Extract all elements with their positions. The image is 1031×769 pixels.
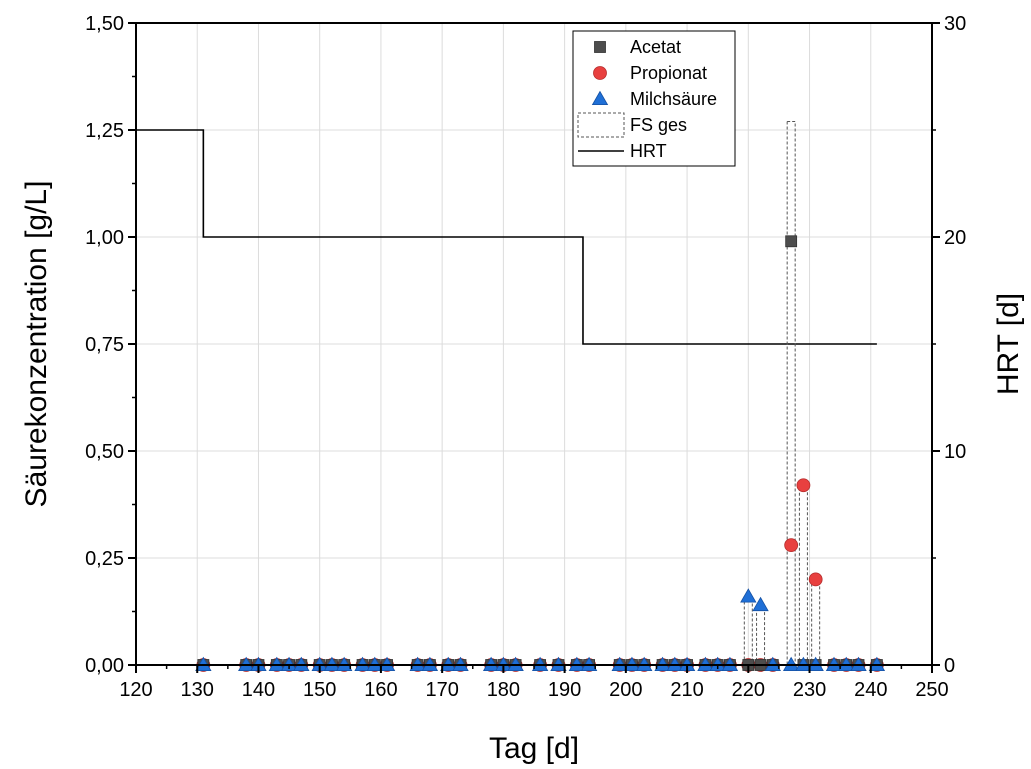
y2-tick-label: 10 [944,441,966,463]
legend-swatch-fs-ges [577,112,625,138]
x-tick-label: 140 [242,679,275,701]
legend-label: Propionat [630,63,707,83]
y-tick-label: 1,25 [85,120,124,142]
fs-ges-bar [786,120,796,666]
x-tick-label: 200 [609,679,642,701]
x-tick-label: 240 [854,679,887,701]
fs-ges-bar [798,484,808,666]
legend-label: HRT [630,141,667,161]
y-tick-label: 0,00 [85,655,124,677]
hrt-line [136,129,877,345]
data-points [195,235,886,672]
y-tick-label: 0,50 [85,441,124,463]
legend-swatch-square [594,41,606,53]
legend-label: Milchsäure [630,89,717,109]
hrt-series [136,129,877,345]
y2-tick-label: 30 [944,13,966,35]
x-tick-label: 220 [732,679,765,701]
x-tick-label: 190 [548,679,581,701]
x-tick-label: 160 [364,679,397,701]
x-tick-label: 210 [670,679,703,701]
legend-swatch-triangle [591,90,609,106]
legend-swatch-circle [593,66,607,80]
milchsaeure-point [740,588,757,603]
y-tick-label: 0,25 [85,548,124,570]
y2-axis-label: HRT [d] [992,293,1025,395]
acetat-point [785,235,798,248]
x-tick-label: 230 [793,679,826,701]
x-tick-labels: 120 130 140 150 160 170 180 190 200 210 220 230 240 2… [119,679,948,701]
x-tick-label: 250 [915,679,948,701]
propionat-point [784,538,799,553]
tick-marks [128,22,940,673]
y-tick-label: 0,75 [85,334,124,356]
legend: Acetat Propionat Milchsäure FS ges HRT [572,30,736,167]
propionat-point [808,572,823,587]
fs-ges-bar [811,578,821,666]
propionat-point [796,478,811,493]
x-tick-label: 130 [181,679,214,701]
x-axis-label: Tag [d] [489,732,579,765]
milchsaeure-point [752,596,769,612]
y2-tick-label: 0 [944,655,955,677]
x-tick-label: 170 [425,679,458,701]
y-tick-labels: 0,00 0,25 0,50 0,75 1,00 1,25 1,50 [85,13,124,677]
fs-ges-series [743,120,821,666]
y2-tick-labels: 0 10 20 30 [944,13,966,677]
y-axis-label: Säurekonzentration [g/L] [20,181,53,508]
y-tick-label: 1,00 [85,227,124,249]
legend-label: Acetat [630,37,681,57]
fs-ges-bar [756,604,766,666]
y2-tick-label: 20 [944,227,966,249]
x-tick-label: 150 [303,679,336,701]
y-tick-label: 1,50 [85,13,124,35]
x-tick-label: 120 [119,679,152,701]
legend-label: FS ges [630,115,687,135]
x-tick-label: 180 [487,679,520,701]
